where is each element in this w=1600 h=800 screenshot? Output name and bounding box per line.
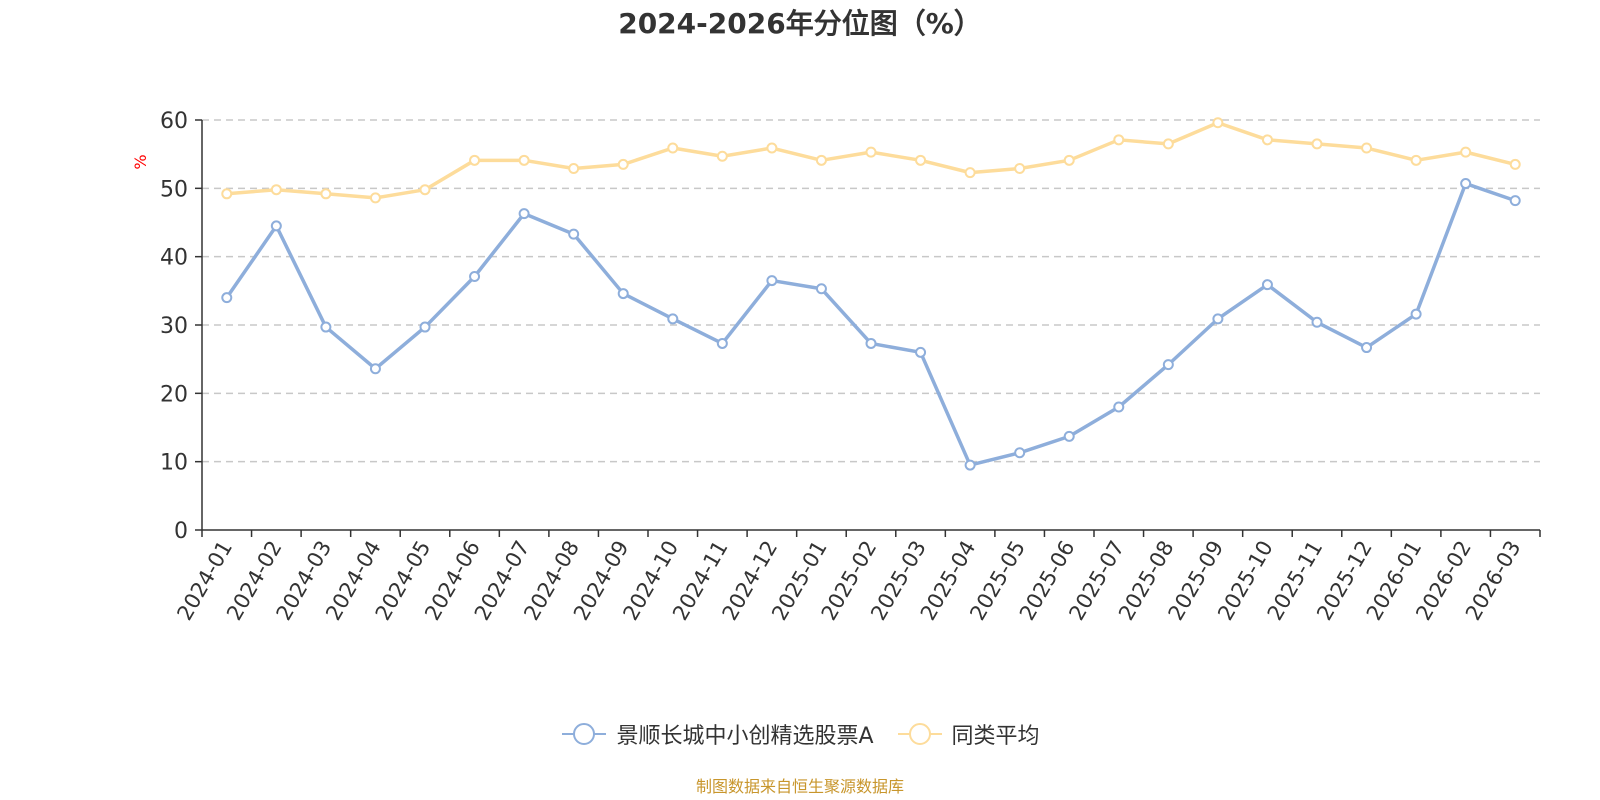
data-point-series-0 xyxy=(1361,342,1373,354)
data-point-series-0 xyxy=(1460,178,1472,190)
data-point-series-0 xyxy=(1410,308,1422,320)
data-point-series-1 xyxy=(915,154,927,166)
data-point-series-1 xyxy=(469,154,481,166)
legend-item-peer-average[interactable]: 同类平均 xyxy=(896,718,1040,750)
data-point-series-1 xyxy=(1361,142,1373,154)
data-point-series-1 xyxy=(568,163,580,175)
data-point-series-0 xyxy=(469,270,481,282)
data-point-series-1 xyxy=(1212,117,1224,129)
data-point-series-0 xyxy=(865,337,877,349)
data-point-series-0 xyxy=(1311,316,1323,328)
data-point-series-0 xyxy=(270,220,282,232)
axes: 01020304050602024-012024-022024-032024-0… xyxy=(160,109,1541,624)
data-point-series-0 xyxy=(667,313,679,325)
y-tick-label: 20 xyxy=(160,382,188,407)
legend-swatch-peer-average-icon xyxy=(897,723,942,745)
data-point-series-1 xyxy=(1261,134,1273,146)
data-point-series-1 xyxy=(815,154,827,166)
data-point-series-0 xyxy=(419,321,431,333)
y-tick-label: 40 xyxy=(160,246,188,271)
data-point-series-1 xyxy=(667,142,679,154)
data-point-series-0 xyxy=(369,363,381,375)
data-point-series-1 xyxy=(1311,138,1323,150)
y-tick-label: 30 xyxy=(160,314,188,339)
data-point-series-1 xyxy=(1410,154,1422,166)
data-point-series-0 xyxy=(915,346,927,358)
source-note: 制图数据来自恒生聚源数据库 xyxy=(695,777,904,796)
data-point-series-1 xyxy=(320,188,332,200)
data-point-series-0 xyxy=(221,292,233,304)
legend-item-fund[interactable]: 景顺长城中小创精选股票A xyxy=(560,718,874,750)
data-point-series-0 xyxy=(964,459,976,471)
y-tick-label: 50 xyxy=(160,177,188,202)
data-point-series-0 xyxy=(1113,401,1125,413)
data-point-series-1 xyxy=(865,146,877,158)
grid-lines xyxy=(202,119,1540,463)
data-point-series-1 xyxy=(766,142,778,154)
data-point-series-0 xyxy=(766,275,778,287)
data-point-series-0 xyxy=(716,337,728,349)
data-point-series-1 xyxy=(221,188,233,200)
series-line-1 xyxy=(226,120,1516,200)
data-point-series-0 xyxy=(815,283,827,295)
legend-label-fund: 景顺长城中小创精选股票A xyxy=(616,724,874,749)
data-point-series-0 xyxy=(1509,195,1521,207)
data-point-series-1 xyxy=(1113,134,1125,146)
data-point-series-0 xyxy=(1014,447,1026,459)
legend-swatch-fund-icon xyxy=(562,723,607,745)
data-point-series-1 xyxy=(1460,146,1472,158)
data-point-series-1 xyxy=(1509,158,1521,170)
data-point-series-1 xyxy=(964,167,976,179)
data-point-series-1 xyxy=(1014,163,1026,175)
data-point-series-1 xyxy=(270,184,282,196)
series xyxy=(221,117,1521,471)
y-tick-label: 10 xyxy=(160,451,188,476)
data-point-series-0 xyxy=(1162,359,1174,371)
y-tick-label: 0 xyxy=(174,519,188,544)
data-point-series-0 xyxy=(518,208,530,220)
y-axis-label: % xyxy=(131,154,150,169)
data-point-series-0 xyxy=(320,321,332,333)
legend-label-peer-average: 同类平均 xyxy=(951,724,1040,749)
data-point-series-0 xyxy=(568,228,580,240)
legend: 景顺长城中小创精选股票A 同类平均 xyxy=(0,718,1600,750)
data-point-series-1 xyxy=(716,150,728,162)
data-point-series-1 xyxy=(1162,138,1174,150)
data-point-series-0 xyxy=(1063,430,1075,442)
data-point-series-0 xyxy=(1261,279,1273,291)
data-point-series-0 xyxy=(617,288,629,300)
data-point-series-1 xyxy=(369,192,381,204)
data-point-series-1 xyxy=(518,154,530,166)
data-point-series-1 xyxy=(1063,154,1075,166)
chart-title: 2024-2026年分位图（%） xyxy=(618,7,982,40)
data-point-series-1 xyxy=(617,158,629,170)
data-point-series-1 xyxy=(419,184,431,196)
y-tick-label: 60 xyxy=(160,109,188,134)
data-point-series-0 xyxy=(1212,313,1224,325)
